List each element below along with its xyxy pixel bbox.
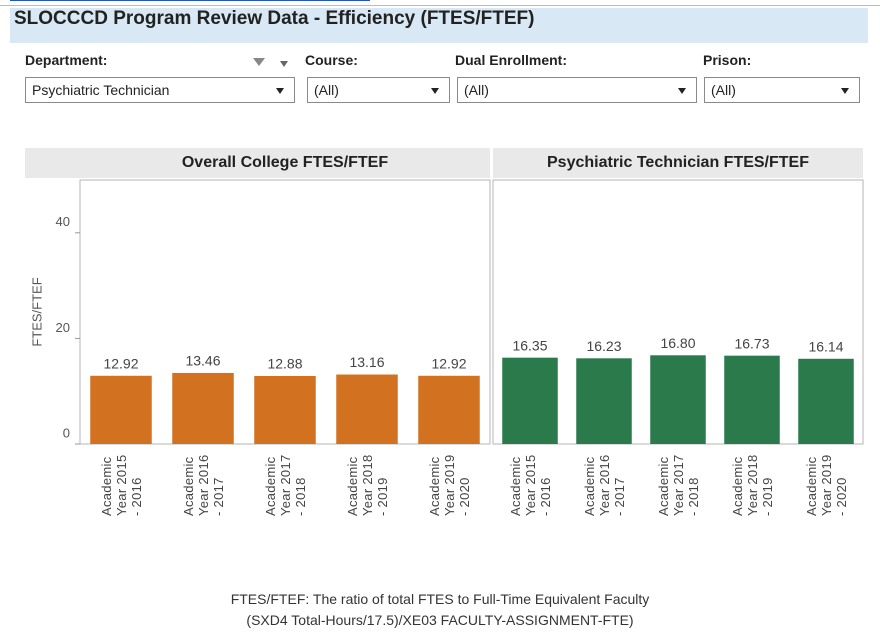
divider bbox=[0, 5, 880, 6]
footnote: (SXD4 Total-Hours/17.5)/XE03 FACULTY-ASS… bbox=[246, 612, 634, 628]
bar bbox=[418, 375, 480, 444]
x-tick-label: Academic Year 2015 - 2016 bbox=[99, 454, 144, 517]
chart-title: Psychiatric Technician FTES/FTEF bbox=[547, 154, 809, 171]
x-tick-label: Academic Year 2016 - 2017 bbox=[582, 454, 627, 517]
y-axis-label: FTES/FTEF bbox=[29, 277, 44, 346]
link-underline bbox=[10, 0, 370, 1]
dropdown[interactable]: (All) bbox=[307, 77, 450, 103]
filter-label: Prison: bbox=[703, 52, 752, 68]
x-tick-label: Academic Year 2015 - 2016 bbox=[508, 454, 553, 517]
y-tick-label: 20 bbox=[56, 320, 70, 335]
value-label: 16.73 bbox=[734, 335, 769, 351]
value-label: 13.46 bbox=[185, 353, 220, 369]
y-tick-label: 40 bbox=[56, 214, 70, 229]
value-label: 16.35 bbox=[512, 337, 547, 353]
bar bbox=[798, 358, 854, 444]
filter-icon[interactable] bbox=[253, 58, 265, 66]
page-title: SLOCCCD Program Review Data - Efficiency… bbox=[14, 8, 535, 29]
dropdown[interactable]: (All) bbox=[457, 77, 697, 103]
bar bbox=[172, 372, 234, 444]
value-label: 16.80 bbox=[660, 335, 695, 351]
bar bbox=[724, 355, 780, 444]
bar bbox=[90, 375, 152, 444]
y-tick-label: 0 bbox=[63, 425, 70, 440]
x-tick-label: Academic Year 2017 - 2018 bbox=[656, 454, 701, 517]
x-tick-label: Academic Year 2019 - 2020 bbox=[427, 454, 472, 517]
filter-label: Course: bbox=[305, 52, 358, 68]
x-tick-label: Academic Year 2018 - 2019 bbox=[345, 454, 390, 517]
bar bbox=[502, 357, 558, 444]
x-tick-label: Academic Year 2016 - 2017 bbox=[181, 454, 226, 517]
bar bbox=[650, 355, 706, 444]
value-label: 16.23 bbox=[586, 338, 621, 354]
menu-arrow[interactable] bbox=[280, 61, 288, 67]
value-label: 12.92 bbox=[103, 355, 138, 371]
filter-label: Dual Enrollment: bbox=[455, 52, 568, 68]
title-bar bbox=[10, 8, 868, 43]
x-tick-label: Academic Year 2019 - 2020 bbox=[804, 454, 849, 517]
value-label: 13.16 bbox=[349, 354, 384, 370]
x-tick-label: Academic Year 2017 - 2018 bbox=[263, 454, 308, 517]
value-label: 12.88 bbox=[267, 356, 302, 372]
bar bbox=[336, 374, 398, 444]
bar bbox=[576, 358, 632, 444]
chart-title: Overall College FTES/FTEF bbox=[182, 154, 388, 171]
x-tick-label: Academic Year 2018 - 2019 bbox=[730, 454, 775, 517]
panel-header bbox=[493, 148, 863, 178]
value-label: 12.92 bbox=[431, 355, 466, 371]
footnote: FTES/FTEF: The ratio of total FTES to Fu… bbox=[230, 591, 650, 607]
value-label: 16.14 bbox=[808, 338, 843, 354]
bar bbox=[254, 375, 316, 444]
dropdown[interactable]: (All) bbox=[704, 77, 860, 103]
panel-header bbox=[25, 148, 490, 178]
filter-label: Department: bbox=[25, 52, 108, 68]
dropdown[interactable]: Psychiatric Technician bbox=[25, 77, 295, 103]
